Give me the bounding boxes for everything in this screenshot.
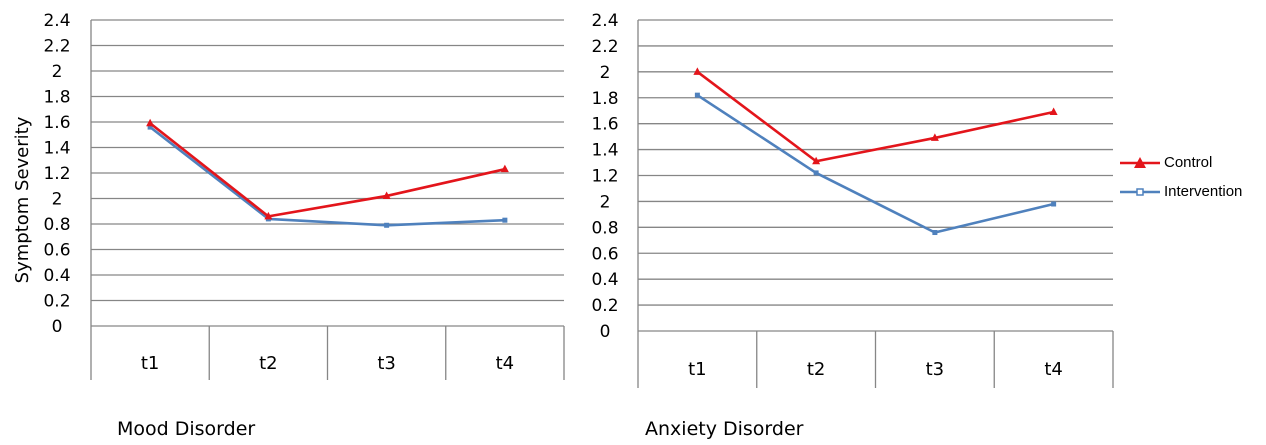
data-point-control xyxy=(1049,107,1058,116)
legend-intervention-swatch xyxy=(1120,187,1160,196)
y-tick-label: 0.6 xyxy=(43,241,70,261)
y-tick-label: 1.2 xyxy=(43,164,70,184)
series-line-intervention xyxy=(149,126,505,227)
series-line-control xyxy=(696,70,1054,163)
data-point-intervention xyxy=(384,222,390,228)
y-tick-label: 1.4 xyxy=(591,141,618,161)
data-point-control xyxy=(693,67,702,75)
legend-item-intervention: Intervention xyxy=(1120,177,1242,206)
x-tick-label: t1 xyxy=(688,359,707,380)
y-tick-label: 0.2 xyxy=(43,292,70,312)
legend-control-swatch xyxy=(1120,156,1160,168)
series-line-intervention xyxy=(696,94,1054,234)
x-tick-label: t4 xyxy=(1044,359,1063,380)
data-point-intervention xyxy=(932,230,938,236)
chart-panel-1: 0 0.2 0.4 0.6 0.8 2 1.2 1.4 1.6 1.8 2 2.2 2.4 t1 t2 t3 t… xyxy=(12,11,565,380)
y-tick-label: 1.6 xyxy=(591,115,618,135)
data-point-intervention xyxy=(147,124,153,130)
y-tick-label: 1.6 xyxy=(43,113,70,133)
x-tick-label: t4 xyxy=(496,353,515,374)
legend-intervention-label: Intervention xyxy=(1164,183,1243,200)
y-tick-label: 2.4 xyxy=(43,11,70,31)
y-tick-label: 0.2 xyxy=(591,296,618,316)
x-tick-label: t3 xyxy=(926,359,945,380)
y-axis-label: Symptom Severity xyxy=(12,116,33,283)
y-tick-label: 1.8 xyxy=(591,89,618,109)
x-tick-label: t2 xyxy=(259,353,278,374)
y-tick-label: 0 xyxy=(52,317,63,337)
y-tick-label: 2 xyxy=(600,192,611,212)
data-point-intervention xyxy=(813,170,819,176)
chart-panel-2: 0 0.2 0.4 0.6 0.8 2 1.2 1.4 1.6 1.8 2 2.2 2.4 t1 t2 t3 t… xyxy=(591,11,1114,388)
legend: Control Intervention xyxy=(1120,148,1242,206)
data-point-control xyxy=(264,211,273,220)
y-tick-label: 1.4 xyxy=(43,139,70,159)
y-tick-label: 0.8 xyxy=(591,218,618,238)
y-tick-label: 0.4 xyxy=(591,270,618,290)
y-tick-label: 1.8 xyxy=(43,88,70,108)
y-tick-label: 2 xyxy=(600,63,611,83)
x-tick-label: t3 xyxy=(377,353,396,374)
y-tick-label: 2.2 xyxy=(43,37,70,57)
data-point-intervention xyxy=(502,217,508,223)
y-tick-label: 0.6 xyxy=(591,244,618,264)
series-line-control xyxy=(149,122,506,218)
y-tick-label: 1.2 xyxy=(591,167,618,187)
data-point-intervention xyxy=(1051,201,1057,207)
y-tick-label: 2 xyxy=(52,190,63,210)
y-tick-label: 2.2 xyxy=(591,37,618,57)
data-point-control xyxy=(146,118,155,127)
x-tick-label: t2 xyxy=(807,359,826,380)
data-point-control xyxy=(812,156,821,165)
y-tick-label: 0.8 xyxy=(43,215,70,235)
data-point-control xyxy=(382,191,391,199)
x-tick-label: t1 xyxy=(141,353,160,374)
data-point-intervention xyxy=(694,92,700,98)
y-tick-label: 2 xyxy=(52,62,63,82)
data-point-control xyxy=(500,164,509,173)
anxiety-disorder-caption: Anxiety Disorder xyxy=(645,418,804,440)
y-tick-label: 0.4 xyxy=(43,266,70,286)
y-tick-label: 2.4 xyxy=(591,11,618,31)
legend-item-control: Control xyxy=(1120,148,1242,177)
mood-disorder-caption: Mood Disorder xyxy=(117,418,256,440)
data-point-control xyxy=(930,133,939,141)
y-tick-label: 0 xyxy=(600,322,611,342)
legend-control-label: Control xyxy=(1164,154,1213,171)
